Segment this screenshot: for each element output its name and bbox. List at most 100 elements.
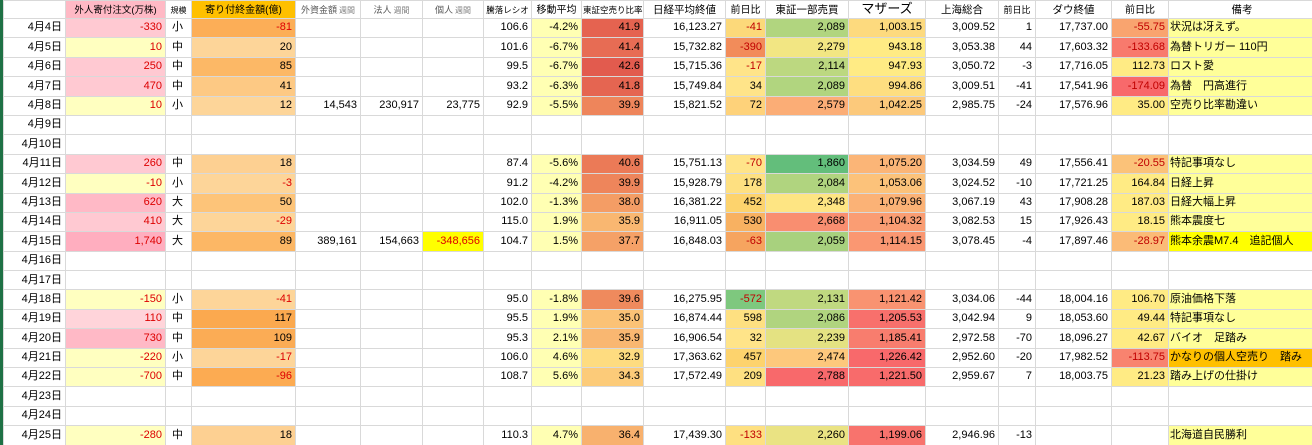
cell-ratio[interactable]: 95.3: [483, 328, 532, 349]
cell-shanghai[interactable]: 2,946.96: [925, 425, 999, 445]
header-shanghai_change[interactable]: 前日比: [998, 0, 1036, 19]
cell-foreign_orders[interactable]: [65, 386, 166, 407]
cell-dow_close[interactable]: 17,982.52: [1035, 347, 1112, 369]
cell-individual_week[interactable]: [422, 386, 484, 407]
cell-size[interactable]: 中: [165, 37, 192, 58]
cell-opening_amount[interactable]: 109: [191, 328, 296, 349]
cell-opening_amount[interactable]: -41: [191, 289, 296, 310]
cell-shanghai_change[interactable]: -44: [998, 289, 1036, 310]
cell-mothers[interactable]: 1,221.50: [848, 367, 926, 388]
cell-opening_amount[interactable]: 41: [191, 76, 296, 97]
cell-nikkei_close[interactable]: 15,751.13: [643, 153, 726, 175]
cell-date[interactable]: 4月21日: [3, 347, 66, 369]
cell-date[interactable]: 4月23日: [3, 386, 66, 407]
cell-date[interactable]: 4月13日: [3, 192, 66, 213]
cell-short_ratio[interactable]: 35.9: [581, 328, 644, 349]
cell-opening_amount[interactable]: [191, 405, 296, 427]
cell-mothers[interactable]: 1,185.41: [848, 328, 926, 349]
cell-shanghai_change[interactable]: -20: [998, 347, 1036, 369]
cell-nikkei_change[interactable]: -70: [725, 153, 766, 175]
cell-moving_avg[interactable]: 1.5%: [531, 231, 582, 252]
cell-tse1_volume[interactable]: 2,579: [765, 95, 849, 116]
cell-tse1_volume[interactable]: 2,348: [765, 192, 849, 213]
cell-date[interactable]: 4月11日: [3, 153, 66, 175]
cell-foreign_week[interactable]: [295, 114, 361, 136]
cell-foreign_orders[interactable]: -220: [65, 347, 166, 369]
cell-dow_close[interactable]: 17,603.32: [1035, 37, 1112, 58]
cell-date[interactable]: 4月22日: [3, 367, 66, 388]
cell-shanghai[interactable]: 2,952.60: [925, 347, 999, 369]
cell-individual_week[interactable]: [422, 211, 484, 233]
cell-shanghai_change[interactable]: [998, 134, 1036, 155]
cell-moving_avg[interactable]: [531, 386, 582, 407]
cell-foreign_orders[interactable]: 250: [65, 56, 166, 78]
cell-shanghai_change[interactable]: [998, 405, 1036, 427]
cell-nikkei_change[interactable]: 209: [725, 367, 766, 388]
cell-ratio[interactable]: 108.7: [483, 367, 532, 388]
cell-date[interactable]: 4月7日: [3, 76, 66, 97]
cell-moving_avg[interactable]: 2.1%: [531, 328, 582, 349]
cell-shanghai_change[interactable]: -13: [998, 425, 1036, 445]
cell-foreign_week[interactable]: [295, 76, 361, 97]
cell-individual_week[interactable]: [422, 328, 484, 349]
cell-remarks[interactable]: 日経上昇: [1168, 173, 1312, 194]
cell-nikkei_change[interactable]: 72: [725, 95, 766, 116]
cell-moving_avg[interactable]: 5.6%: [531, 367, 582, 388]
cell-shanghai_change[interactable]: -3: [998, 56, 1036, 78]
cell-ratio[interactable]: 106.6: [483, 17, 532, 39]
cell-date[interactable]: 4月19日: [3, 308, 66, 330]
cell-corporate_week[interactable]: [360, 405, 423, 427]
cell-size[interactable]: [165, 114, 192, 136]
cell-short_ratio[interactable]: 38.0: [581, 192, 644, 213]
cell-nikkei_change[interactable]: [725, 114, 766, 136]
cell-foreign_week[interactable]: [295, 270, 361, 291]
cell-mothers[interactable]: [848, 386, 926, 407]
cell-nikkei_change[interactable]: [725, 270, 766, 291]
cell-foreign_orders[interactable]: [65, 134, 166, 155]
cell-nikkei_close[interactable]: [643, 250, 726, 272]
cell-dow_close[interactable]: 17,576.96: [1035, 95, 1112, 116]
cell-dow_close[interactable]: [1035, 134, 1112, 155]
cell-tse1_volume[interactable]: 2,474: [765, 347, 849, 369]
cell-ratio[interactable]: [483, 114, 532, 136]
cell-opening_amount[interactable]: -17: [191, 347, 296, 369]
cell-date[interactable]: 4月18日: [3, 289, 66, 310]
cell-date[interactable]: 4月9日: [3, 114, 66, 136]
cell-foreign_week[interactable]: 14,543: [295, 95, 361, 116]
cell-nikkei_change[interactable]: [725, 405, 766, 427]
cell-dow_close[interactable]: 17,541.96: [1035, 76, 1112, 97]
cell-nikkei_close[interactable]: 15,749.84: [643, 76, 726, 97]
cell-foreign_week[interactable]: [295, 347, 361, 369]
cell-shanghai_change[interactable]: -41: [998, 76, 1036, 97]
cell-nikkei_close[interactable]: 15,715.36: [643, 56, 726, 78]
cell-short_ratio[interactable]: 41.8: [581, 76, 644, 97]
cell-corporate_week[interactable]: [360, 56, 423, 78]
cell-nikkei_close[interactable]: [643, 405, 726, 427]
cell-mothers[interactable]: 1,079.96: [848, 192, 926, 213]
cell-foreign_orders[interactable]: 410: [65, 211, 166, 233]
header-tse1_volume[interactable]: 東証一部売買: [765, 0, 849, 19]
cell-moving_avg[interactable]: -5.5%: [531, 95, 582, 116]
cell-foreign_orders[interactable]: 730: [65, 328, 166, 349]
cell-remarks[interactable]: 踏み上げの仕掛け: [1168, 367, 1312, 388]
cell-tse1_volume[interactable]: [765, 114, 849, 136]
cell-corporate_week[interactable]: 154,663: [360, 231, 423, 252]
cell-dow_close[interactable]: 17,556.41: [1035, 153, 1112, 175]
cell-size[interactable]: 中: [165, 56, 192, 78]
cell-dow_close[interactable]: [1035, 250, 1112, 272]
cell-corporate_week[interactable]: [360, 153, 423, 175]
cell-shanghai_change[interactable]: [998, 270, 1036, 291]
cell-shanghai[interactable]: [925, 134, 999, 155]
cell-ratio[interactable]: 101.6: [483, 37, 532, 58]
cell-individual_week[interactable]: [422, 17, 484, 39]
cell-shanghai_change[interactable]: [998, 114, 1036, 136]
cell-moving_avg[interactable]: 4.7%: [531, 425, 582, 445]
cell-foreign_week[interactable]: [295, 153, 361, 175]
cell-shanghai[interactable]: 3,082.53: [925, 211, 999, 233]
cell-tse1_volume[interactable]: 2,089: [765, 17, 849, 39]
cell-dow_close[interactable]: [1035, 114, 1112, 136]
cell-shanghai[interactable]: 3,024.52: [925, 173, 999, 194]
cell-tse1_volume[interactable]: 2,260: [765, 425, 849, 445]
cell-short_ratio[interactable]: 34.3: [581, 367, 644, 388]
cell-mothers[interactable]: 1,042.25: [848, 95, 926, 116]
